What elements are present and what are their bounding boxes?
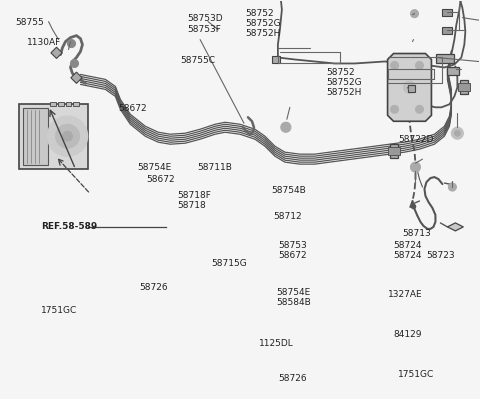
Text: 58726: 58726 — [278, 374, 307, 383]
Text: 58711B: 58711B — [197, 163, 232, 172]
Circle shape — [391, 61, 398, 69]
Text: 58752H: 58752H — [245, 29, 280, 38]
Text: 84129: 84129 — [393, 330, 421, 339]
Text: 58752G: 58752G — [326, 78, 362, 87]
Text: 58753: 58753 — [278, 241, 307, 250]
Text: 58726: 58726 — [140, 283, 168, 292]
Text: 58718: 58718 — [178, 201, 206, 210]
Bar — [436, 53, 455, 63]
Text: 58723: 58723 — [427, 251, 456, 261]
Text: 1751GC: 1751GC — [41, 306, 78, 314]
Circle shape — [391, 105, 398, 113]
Text: 1130AF: 1130AF — [27, 38, 61, 47]
Circle shape — [448, 183, 456, 191]
Bar — [387, 147, 399, 155]
Text: 58672: 58672 — [147, 175, 175, 184]
Text: 58752G: 58752G — [245, 19, 280, 28]
Text: 58753F: 58753F — [187, 25, 221, 34]
Text: 58753D: 58753D — [187, 14, 223, 23]
Text: 58722D: 58722D — [398, 135, 433, 144]
Bar — [443, 9, 452, 16]
Text: 58715G: 58715G — [211, 259, 247, 268]
Bar — [447, 67, 459, 75]
Text: 58584B: 58584B — [276, 298, 311, 307]
Bar — [460, 81, 468, 95]
Circle shape — [71, 59, 78, 67]
Circle shape — [416, 61, 423, 69]
Circle shape — [410, 162, 420, 172]
Circle shape — [410, 10, 419, 18]
Bar — [51, 47, 62, 59]
Bar — [443, 27, 452, 34]
Circle shape — [451, 127, 463, 139]
Text: 58672: 58672 — [118, 104, 146, 113]
Text: 58755C: 58755C — [180, 56, 215, 65]
Bar — [71, 72, 82, 83]
Text: 58752: 58752 — [326, 68, 355, 77]
Circle shape — [455, 130, 460, 136]
Text: 58724: 58724 — [393, 251, 421, 261]
Text: 58724: 58724 — [393, 241, 421, 250]
Text: 58672: 58672 — [278, 251, 307, 261]
Bar — [49, 102, 56, 106]
Text: 58752H: 58752H — [326, 88, 361, 97]
Text: 58755: 58755 — [15, 18, 44, 27]
FancyBboxPatch shape — [23, 108, 48, 165]
Text: 58754E: 58754E — [276, 288, 310, 297]
Text: 58712: 58712 — [274, 212, 302, 221]
Circle shape — [281, 122, 291, 132]
Polygon shape — [447, 223, 463, 231]
Text: 58754B: 58754B — [271, 186, 306, 195]
Text: 58713: 58713 — [403, 229, 432, 238]
Bar — [58, 102, 63, 106]
Bar — [390, 144, 397, 158]
Bar — [408, 85, 416, 93]
Circle shape — [404, 81, 416, 93]
Circle shape — [68, 40, 75, 47]
Circle shape — [56, 124, 80, 148]
Circle shape — [416, 105, 423, 113]
Polygon shape — [387, 53, 432, 121]
Text: 1125DL: 1125DL — [259, 339, 294, 348]
Bar — [272, 57, 280, 63]
Bar — [73, 102, 80, 106]
Text: 1327AE: 1327AE — [388, 290, 423, 299]
Text: 1751GC: 1751GC — [398, 370, 434, 379]
Bar — [458, 83, 470, 91]
Circle shape — [48, 116, 87, 156]
Text: 58754E: 58754E — [137, 163, 171, 172]
Text: 58752: 58752 — [245, 9, 274, 18]
Text: REF.58-589: REF.58-589 — [41, 222, 97, 231]
Text: 58718F: 58718F — [178, 191, 212, 200]
FancyBboxPatch shape — [19, 104, 88, 169]
Circle shape — [62, 131, 72, 141]
Bar — [65, 102, 72, 106]
